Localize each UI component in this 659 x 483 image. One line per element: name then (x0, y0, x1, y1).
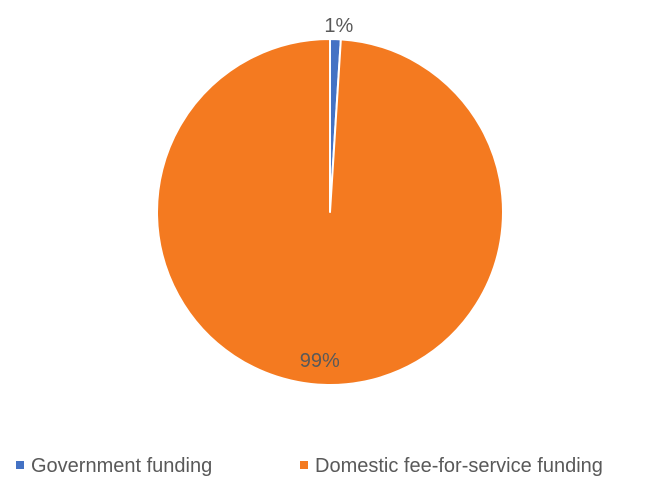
legend-item-domestic-fee-for-service-funding: Domestic fee-for-service funding (300, 452, 603, 480)
data-label-domestic-fee-for-service-funding: 99% (300, 350, 340, 372)
legend-label-government-funding: Government funding (31, 455, 213, 477)
legend-swatch-domestic-fee-for-service-funding (300, 460, 308, 469)
legend: Government funding Domestic fee-for-serv… (0, 452, 659, 480)
legend-swatch-government-funding (16, 460, 24, 469)
pie-slice-domestic-fee-for-service-funding (156, 38, 504, 386)
pie-slices (156, 38, 504, 386)
legend-label-domestic-fee-for-service-funding: Domestic fee-for-service funding (315, 455, 603, 477)
data-label-government-funding: 1% (324, 15, 353, 37)
legend-item-government-funding: Government funding (16, 452, 212, 480)
